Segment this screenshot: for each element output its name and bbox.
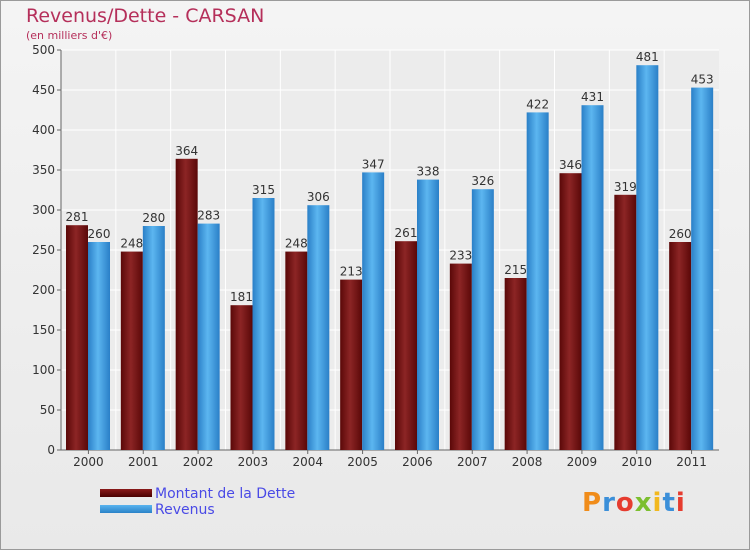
y-tick-label: 500 [32,43,55,57]
y-tick-label: 100 [32,363,55,377]
proxiti-logo: Proxiti [582,488,686,518]
bar-revenus [307,205,330,450]
x-tick-label: 2006 [402,455,433,469]
bar-dette [175,158,198,451]
bar-dette [120,251,143,450]
y-tick-label: 250 [32,243,55,257]
data-label-dette: 281 [66,210,89,224]
bar-revenus [197,223,220,450]
logo-letter: P [582,488,603,518]
x-tick-label: 2009 [567,455,598,469]
logo-letter: x [634,488,653,518]
legend-swatch-dette [100,489,152,497]
data-label-dette: 260 [669,227,692,241]
legend-label-dette: Montant de la Dette [155,486,296,502]
y-tick-label: 0 [47,443,55,457]
data-label-revenus: 283 [197,209,220,223]
bar-dette [66,225,88,450]
data-label-dette: 248 [285,237,308,251]
data-label-dette: 261 [395,226,418,240]
x-tick-label: 2010 [621,455,652,469]
bar-revenus [526,112,549,451]
y-tick-label: 350 [32,163,55,177]
bar-revenus [581,105,604,450]
bar-dette [559,173,582,450]
data-label-revenus: 338 [417,165,440,179]
x-tick-label: 2001 [128,455,159,469]
logo-letter: i [652,488,663,518]
bar-revenus [362,172,385,450]
y-tick-label: 200 [32,283,55,297]
bar-dette [395,241,417,450]
y-tick-label: 50 [40,403,55,417]
x-tick-label: 2008 [512,455,543,469]
data-label-dette: 364 [175,144,198,158]
bar-dette [340,279,363,450]
x-tick-label: 2000 [73,455,104,469]
bar-revenus [471,189,494,450]
y-tick-label: 450 [32,83,55,97]
data-label-dette: 346 [559,158,582,172]
y-tick-label: 150 [32,323,55,337]
bar-revenus [252,198,275,450]
bar-dette [285,251,308,450]
data-label-dette: 213 [340,265,363,279]
data-label-revenus: 280 [142,211,165,225]
data-label-revenus: 453 [691,73,714,87]
legend-swatch-revenus [100,505,152,513]
logo-letter: t [662,488,676,518]
logo-letter: i [675,488,686,518]
bar-dette [614,194,637,450]
data-label-revenus: 315 [252,183,275,197]
bar-dette [230,305,253,450]
y-tick-label: 400 [32,123,55,137]
y-tick-label: 300 [32,203,55,217]
data-label-revenus: 306 [307,190,330,204]
bar-revenus [88,242,110,450]
chart-subtitle: (en milliers d'€) [26,29,113,42]
data-label-dette: 248 [120,237,143,251]
data-label-revenus: 481 [636,50,659,64]
bar-dette [449,263,472,450]
logo-letter: o [615,488,635,518]
data-label-revenus: 431 [581,90,604,104]
logo-letter: r [602,488,616,518]
data-label-dette: 215 [504,263,527,277]
bar-dette [504,278,527,450]
data-label-revenus: 347 [362,157,385,171]
x-tick-label: 2007 [457,455,488,469]
x-tick-label: 2002 [183,455,214,469]
x-tick-label: 2003 [238,455,269,469]
data-label-revenus: 326 [471,174,494,188]
legend-label-revenus: Revenus [155,502,215,518]
x-tick-label: 2005 [347,455,378,469]
bar-dette [669,242,692,450]
bar-revenus [417,179,439,450]
data-label-revenus: 422 [526,97,549,111]
bar-revenus [636,65,659,450]
chart-title: Revenus/Dette - CARSAN [26,5,265,27]
bar-revenus [691,87,714,450]
x-tick-label: 2004 [292,455,323,469]
x-tick-label: 2011 [676,455,707,469]
data-label-dette: 181 [230,290,253,304]
bar-revenus [142,226,165,450]
data-label-dette: 233 [449,249,472,263]
data-label-dette: 319 [614,180,637,194]
data-label-revenus: 260 [88,227,111,241]
